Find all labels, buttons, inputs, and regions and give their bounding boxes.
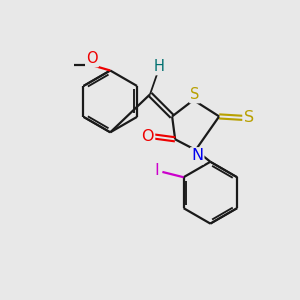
Text: O: O bbox=[142, 129, 154, 144]
Text: I: I bbox=[155, 163, 160, 178]
Text: S: S bbox=[190, 87, 200, 102]
Text: O: O bbox=[86, 51, 98, 66]
Text: N: N bbox=[191, 148, 203, 164]
Text: S: S bbox=[244, 110, 254, 125]
Text: H: H bbox=[153, 59, 164, 74]
